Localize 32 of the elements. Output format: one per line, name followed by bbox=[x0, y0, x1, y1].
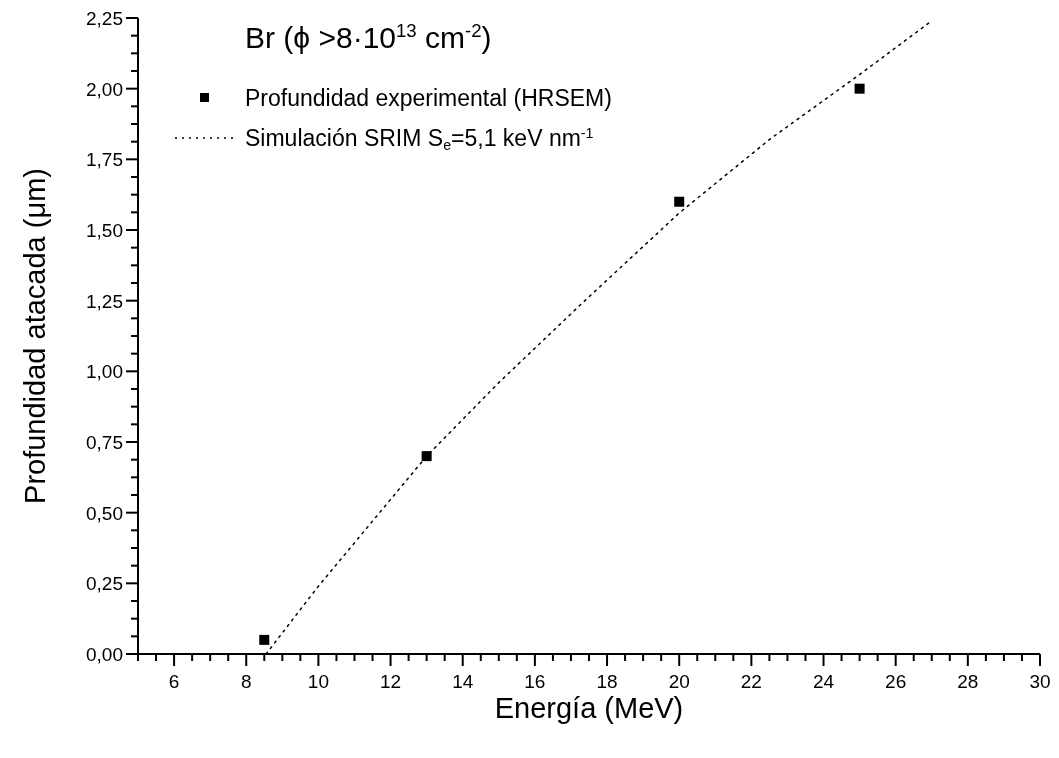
x-tick-label: 28 bbox=[957, 671, 979, 692]
y-tick-label: 0,25 bbox=[86, 573, 123, 595]
x-tick-label: 12 bbox=[379, 671, 402, 692]
x-tick-label: 8 bbox=[240, 671, 252, 692]
y-tick-label: 0,00 bbox=[86, 644, 123, 665]
x-tick-label: 26 bbox=[885, 671, 907, 692]
y-tick-label: 1,50 bbox=[86, 220, 123, 241]
y-tick-label: 2,25 bbox=[86, 8, 123, 29]
y-tick-label: 2,00 bbox=[86, 78, 123, 100]
point bbox=[674, 196, 685, 207]
y-tick-label: 1,75 bbox=[86, 149, 123, 171]
y-tick-label: 1,00 bbox=[86, 361, 123, 383]
x-tick-label: 24 bbox=[812, 671, 835, 692]
x-axis-title: Energía (MeV) bbox=[494, 692, 684, 724]
x-tick-label: 18 bbox=[596, 671, 618, 692]
x-tick-label: 22 bbox=[740, 671, 762, 692]
point bbox=[854, 83, 865, 94]
x-tick-label: 14 bbox=[452, 671, 474, 692]
x-tick-label: 10 bbox=[307, 671, 329, 692]
x-tick-label: 6 bbox=[168, 671, 180, 692]
y-tick-label: 0,75 bbox=[86, 432, 123, 453]
legend-label: Simulación SRIM S$_{e}$=5,1 keV nm$^{-1}$ bbox=[245, 124, 594, 154]
point bbox=[259, 634, 270, 645]
x-tick-label: 20 bbox=[668, 671, 690, 692]
y-axis-title: Profundidad atacada (μm) bbox=[19, 168, 51, 504]
y-tick-label: 0,50 bbox=[86, 502, 123, 524]
point bbox=[421, 451, 432, 462]
y-tick-label: 1,25 bbox=[86, 290, 123, 312]
legend-label: Profundidad experimental (HRSEM) bbox=[245, 85, 612, 111]
x-tick-label: 30 bbox=[1029, 671, 1051, 692]
x-tick-label: 16 bbox=[524, 671, 546, 692]
chart-title: Br (ϕ >8·10$^{13}$ cm$^{-2}$) bbox=[245, 19, 492, 54]
